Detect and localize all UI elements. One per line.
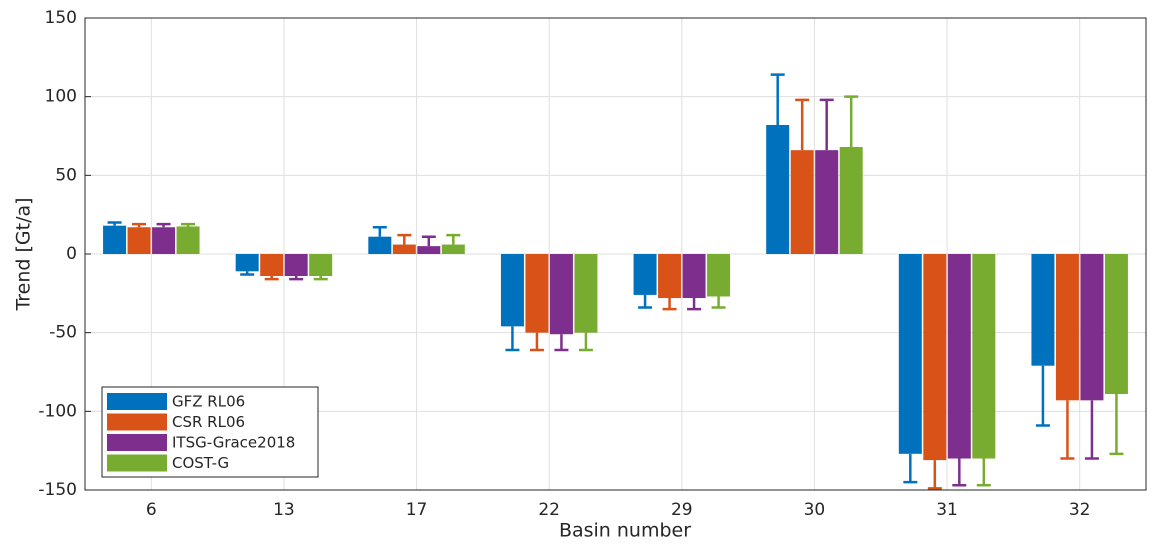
x-tick-label: 13 bbox=[273, 500, 295, 520]
x-tick-label: 17 bbox=[406, 500, 428, 520]
bar bbox=[441, 244, 465, 254]
bar bbox=[633, 254, 657, 295]
bar bbox=[103, 225, 127, 254]
bar bbox=[972, 254, 996, 459]
bar bbox=[923, 254, 947, 461]
bar bbox=[368, 236, 392, 254]
error-bar bbox=[819, 98, 834, 151]
legend-label: GFZ RL06 bbox=[172, 393, 245, 411]
bar bbox=[1080, 254, 1104, 401]
error-bar bbox=[770, 73, 785, 125]
error-bar bbox=[903, 453, 918, 484]
error-bar bbox=[397, 233, 412, 245]
x-tick-label: 29 bbox=[671, 500, 693, 520]
bar bbox=[658, 254, 682, 299]
y-tick-label: 50 bbox=[55, 165, 77, 185]
bar bbox=[839, 147, 863, 254]
bar bbox=[1031, 254, 1055, 366]
y-tick-label: 0 bbox=[66, 244, 77, 264]
error-bar bbox=[1084, 400, 1099, 460]
bar bbox=[682, 254, 706, 299]
error-bar bbox=[529, 332, 544, 352]
x-tick-label: 6 bbox=[146, 500, 157, 520]
legend-label: ITSG-Grace2018 bbox=[172, 434, 295, 452]
error-bar bbox=[976, 458, 991, 487]
error-bar bbox=[107, 221, 122, 226]
bar bbox=[766, 124, 790, 254]
bar bbox=[152, 227, 176, 254]
error-bar bbox=[264, 276, 279, 281]
bar bbox=[260, 254, 284, 277]
error-bar bbox=[795, 98, 810, 151]
error-bar bbox=[952, 458, 967, 487]
y-tick-label: -50 bbox=[49, 323, 77, 343]
x-tick-label: 30 bbox=[804, 500, 826, 520]
error-bar bbox=[554, 334, 569, 352]
bar bbox=[284, 254, 308, 277]
error-bar bbox=[662, 298, 677, 311]
y-tick-label: 100 bbox=[45, 87, 77, 107]
legend-label: COST-G bbox=[172, 454, 229, 472]
bar bbox=[235, 254, 259, 272]
error-bar bbox=[313, 276, 328, 281]
error-bar bbox=[844, 95, 859, 148]
legend-swatch bbox=[107, 434, 167, 451]
bar bbox=[417, 246, 441, 254]
error-bar bbox=[132, 222, 147, 228]
bar bbox=[707, 254, 731, 297]
x-tick-label: 32 bbox=[1069, 500, 1091, 520]
error-bar bbox=[505, 326, 520, 352]
bar bbox=[549, 254, 573, 335]
error-bar bbox=[687, 298, 702, 311]
bar bbox=[947, 254, 971, 459]
error-bar bbox=[1109, 394, 1124, 456]
bar bbox=[574, 254, 598, 333]
bar bbox=[1104, 254, 1128, 395]
error-bar bbox=[240, 271, 255, 276]
bar bbox=[790, 150, 814, 254]
error-bar bbox=[1035, 365, 1050, 427]
legend-label: CSR RL06 bbox=[172, 413, 245, 431]
y-tick-label: -150 bbox=[38, 480, 77, 500]
error-bar bbox=[1060, 400, 1075, 460]
error-bar bbox=[289, 276, 304, 281]
bar bbox=[815, 150, 839, 254]
y-axis-label: Trend [Gt/a] bbox=[13, 197, 35, 311]
bar bbox=[898, 254, 922, 454]
bar bbox=[309, 254, 333, 277]
error-bar bbox=[446, 233, 461, 245]
legend-swatch bbox=[107, 393, 167, 410]
x-tick-label: 22 bbox=[538, 500, 560, 520]
bar bbox=[176, 226, 200, 254]
error-bar bbox=[927, 460, 942, 490]
error-bar bbox=[711, 296, 726, 309]
bar bbox=[127, 227, 151, 254]
y-tick-label: -100 bbox=[38, 401, 77, 421]
x-tick-label: 31 bbox=[936, 500, 958, 520]
error-bar bbox=[578, 332, 593, 352]
legend-swatch bbox=[107, 413, 167, 431]
bar bbox=[500, 254, 524, 327]
error-bar bbox=[372, 226, 387, 237]
x-axis-label: Basin number bbox=[559, 520, 691, 542]
bar bbox=[392, 244, 416, 254]
bar bbox=[525, 254, 549, 333]
error-bar bbox=[156, 222, 171, 228]
legend-swatch bbox=[107, 454, 167, 472]
error-bar bbox=[181, 222, 196, 227]
error-bar bbox=[638, 294, 653, 309]
error-bar bbox=[421, 235, 436, 247]
bar bbox=[1055, 254, 1079, 401]
y-tick-label: 150 bbox=[45, 8, 77, 28]
plot-frame bbox=[84, 17, 1147, 491]
